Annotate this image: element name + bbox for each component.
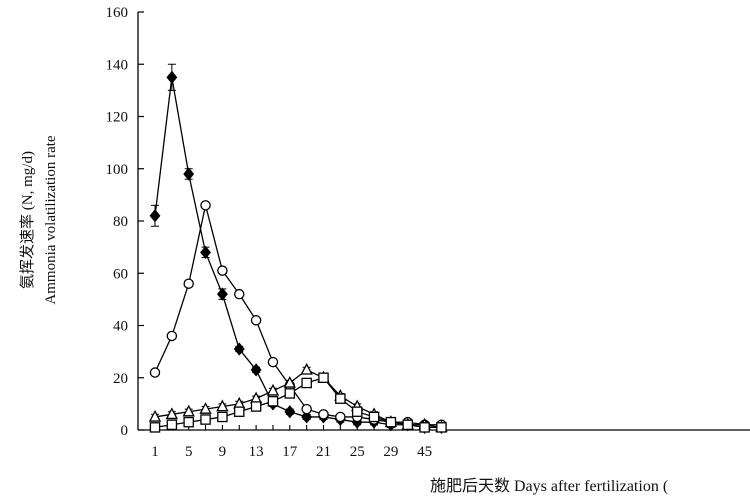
y-tick-label: 0 [121,423,129,439]
y-tick-label: 40 [113,319,128,335]
data-point [217,265,228,276]
x-tick-label: 13 [249,444,264,460]
data-point [250,363,262,377]
y-tick-label: 140 [106,57,129,73]
series-line [154,77,442,429]
data-point [166,330,178,342]
data-point [149,422,161,433]
data-point [199,402,212,414]
data-point [149,209,161,223]
data-point [301,377,312,389]
data-point [318,409,329,420]
x-tick-label: 29 [383,444,398,460]
data-point [385,416,397,428]
data-point [283,375,296,388]
series-1 [149,63,447,435]
x-tick-label: 1 [151,444,159,460]
data-point [301,410,313,424]
data-point [165,407,179,420]
data-point [267,396,279,407]
data-point [183,278,194,289]
data-point [233,342,245,356]
series-line [154,369,442,429]
y-tick-label: 20 [113,371,128,387]
y-axis-label-chinese: 氨挥发速率 (N, mg/d) [19,151,36,289]
data-point [250,315,262,326]
data-point [233,288,245,300]
data-point [200,245,211,259]
data-point [267,356,279,368]
data-point [335,411,346,423]
x-tick-label: 45 [417,444,432,460]
data-point [318,372,329,383]
y-tick-label: 60 [113,266,128,282]
data-point [351,406,363,417]
data-point [166,70,178,84]
data-point [335,393,346,404]
series-4 [149,372,447,433]
y-tick-label: 120 [106,110,129,126]
data-point [419,422,430,433]
x-tick-label: 25 [350,444,365,460]
y-tick-label: 100 [106,162,129,178]
x-tick-label: 5 [185,444,193,460]
data-point [284,405,296,419]
series-2 [149,200,447,431]
y-tick-label: 160 [106,5,129,21]
data-point [301,403,312,415]
data-point [266,383,280,396]
data-point [284,388,296,399]
x-tick-label: 9 [219,444,227,460]
data-point [436,422,447,433]
y-axis-label-english: Ammonia volatilization rate [43,135,59,304]
series-layer [148,63,448,435]
series-line [154,205,442,426]
x-tick-label: 21 [316,444,331,460]
data-point [183,167,195,181]
x-axis-label: 施肥后天数 Days after fertilization ( [430,477,668,495]
data-point [217,411,228,423]
data-point [182,404,195,417]
series-line [154,376,442,429]
axes: 0 20 40 60 80 100 120 140 160 1 5 9 13 17 21 25 29 45 [106,5,750,460]
data-point [216,399,229,412]
data-point [148,409,162,422]
data-point [368,411,380,423]
y-tick-label: 80 [113,214,128,230]
data-point [149,367,161,378]
data-point [216,287,228,301]
data-point [166,419,178,431]
x-tick-label: 17 [282,444,298,460]
data-point [250,401,262,412]
data-point [300,362,313,375]
data-point [233,406,245,417]
data-point [200,200,211,211]
data-point [402,419,413,431]
data-point [200,414,211,425]
data-point [183,416,194,428]
